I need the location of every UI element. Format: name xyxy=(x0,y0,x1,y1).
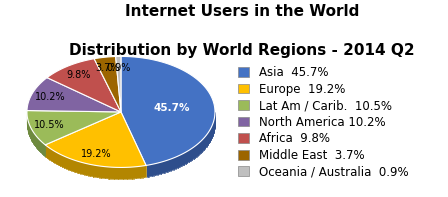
Polygon shape xyxy=(116,56,121,112)
Polygon shape xyxy=(121,56,215,165)
Text: Internet Users in the World: Internet Users in the World xyxy=(125,4,359,19)
Text: 3.7%: 3.7% xyxy=(96,63,120,73)
Text: Distribution by World Regions - 2014 Q2: Distribution by World Regions - 2014 Q2 xyxy=(69,43,415,58)
Text: 10.5%: 10.5% xyxy=(34,120,65,130)
Polygon shape xyxy=(27,111,121,145)
Legend: Asia  45.7%, Europe  19.2%, Lat Am / Carib.  10.5%, North America 10.2%, Africa : Asia 45.7%, Europe 19.2%, Lat Am / Carib… xyxy=(237,66,409,178)
Text: 45.7%: 45.7% xyxy=(154,103,190,113)
Polygon shape xyxy=(47,59,121,112)
Text: 10.2%: 10.2% xyxy=(35,92,65,102)
Polygon shape xyxy=(147,112,215,177)
Text: 0.9%: 0.9% xyxy=(107,62,131,72)
Polygon shape xyxy=(27,112,45,156)
Text: 9.8%: 9.8% xyxy=(66,70,91,80)
Text: 19.2%: 19.2% xyxy=(81,149,112,159)
Ellipse shape xyxy=(27,68,215,179)
Polygon shape xyxy=(27,78,121,112)
Polygon shape xyxy=(94,57,121,112)
Polygon shape xyxy=(45,145,146,179)
Polygon shape xyxy=(45,112,146,167)
